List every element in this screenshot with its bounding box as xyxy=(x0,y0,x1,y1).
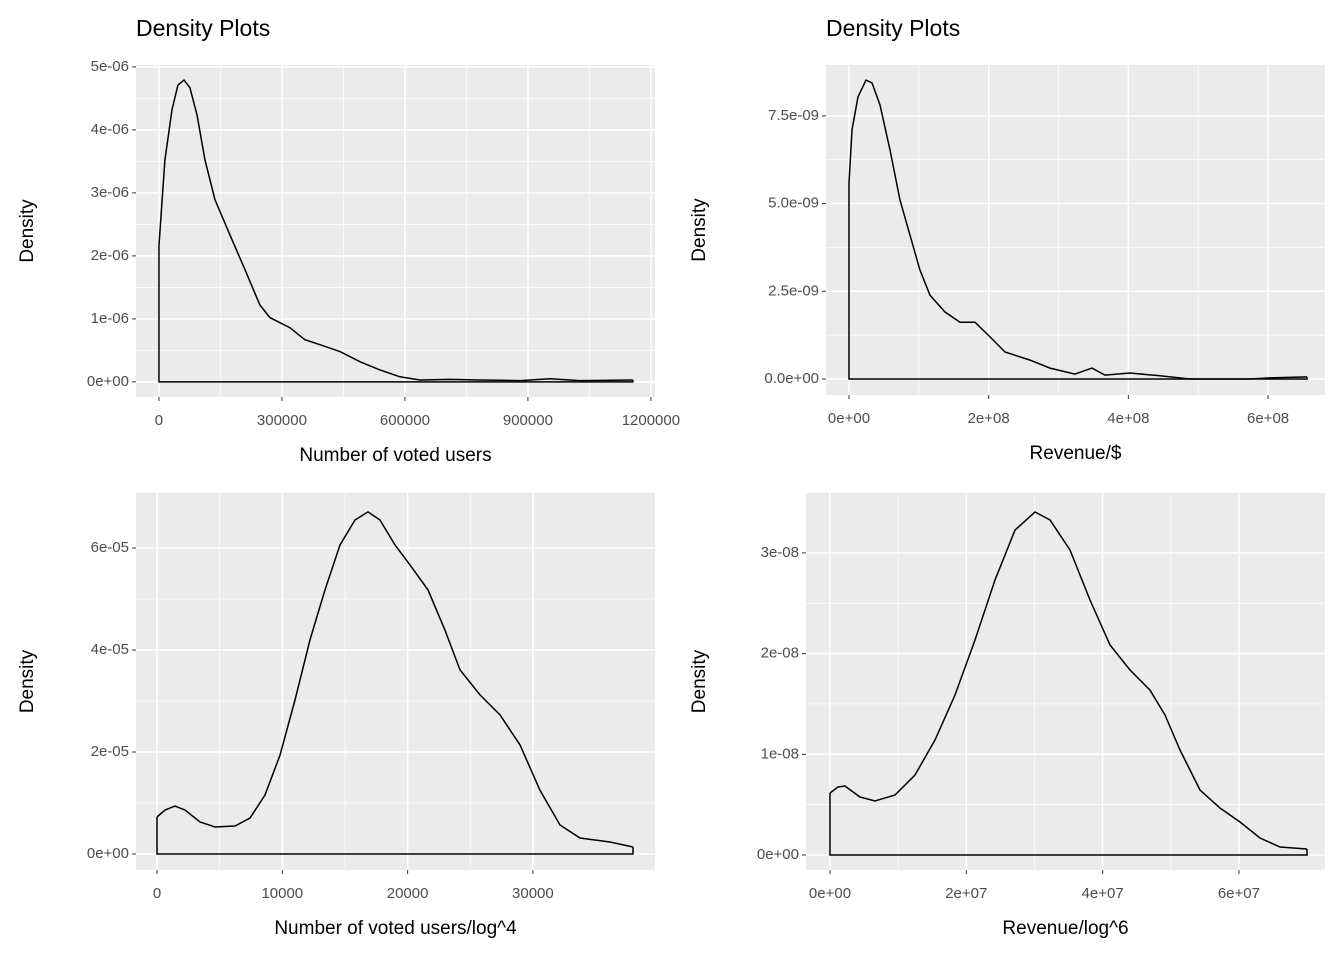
x-tick-label: 0 xyxy=(153,885,161,902)
density-baseline xyxy=(848,182,1308,380)
y-tick-label: 1e-06 xyxy=(91,310,129,327)
plot-background xyxy=(136,493,655,870)
chart-title: Density Plots xyxy=(826,15,960,41)
y-tick-label: 4e-06 xyxy=(91,121,129,138)
x-tick-label: 10000 xyxy=(261,885,303,902)
y-tick-label: 6e-05 xyxy=(91,539,129,556)
x-tick-label: 300000 xyxy=(257,412,307,429)
x-axis-label: Revenue/log^6 xyxy=(1002,918,1128,939)
y-tick-label: 1e-08 xyxy=(761,745,799,762)
y-tick-label: 0e+00 xyxy=(87,373,129,390)
density-line xyxy=(156,511,634,848)
x-tick-label: 6e+07 xyxy=(1218,885,1260,902)
x-tick-label: 0e+00 xyxy=(809,885,851,902)
density-line xyxy=(158,79,633,382)
y-tick-label: 5.0e-09 xyxy=(768,195,819,212)
x-tick-label: 30000 xyxy=(512,885,554,902)
x-axis-label: Number of voted users xyxy=(299,445,491,466)
y-tick-label: 0e+00 xyxy=(87,845,129,862)
y-tick-label: 2e-05 xyxy=(91,743,129,760)
y-tick-label: 0e+00 xyxy=(757,846,799,863)
y-tick-label: 0.0e+00 xyxy=(764,370,819,387)
y-tick-label: 2e-08 xyxy=(761,645,799,662)
density-line xyxy=(848,79,1308,380)
x-tick-label: 600000 xyxy=(380,412,430,429)
x-tick-label: 0 xyxy=(155,412,163,429)
x-tick-label: 4e+08 xyxy=(1107,410,1149,427)
plot-background xyxy=(806,493,1325,870)
y-tick-label: 3e-06 xyxy=(91,184,129,201)
y-tick-label: 5e-06 xyxy=(91,58,129,75)
x-tick-label: 2e+07 xyxy=(945,885,987,902)
y-tick-label: 7.5e-09 xyxy=(768,107,819,124)
y-axis-label: Density xyxy=(689,198,710,262)
x-axis-label: Revenue/$ xyxy=(1030,443,1122,464)
x-tick-label: 0e+00 xyxy=(828,410,870,427)
x-tick-label: 4e+07 xyxy=(1082,885,1124,902)
y-axis-label: Density xyxy=(17,199,38,263)
x-tick-label: 1200000 xyxy=(622,412,680,429)
y-axis-label: Density xyxy=(689,649,710,713)
density-baseline xyxy=(158,245,634,383)
density-line xyxy=(829,511,1308,850)
x-tick-label: 6e+08 xyxy=(1247,410,1289,427)
density-baseline xyxy=(829,792,1308,856)
y-axis-label: Density xyxy=(17,649,38,713)
y-tick-label: 3e-08 xyxy=(761,544,799,561)
x-axis-label: Number of voted users/log^4 xyxy=(274,918,517,939)
y-tick-label: 2.5e-09 xyxy=(768,282,819,299)
y-tick-label: 2e-06 xyxy=(91,247,129,264)
x-tick-label: 900000 xyxy=(503,412,553,429)
x-tick-label: 2e+08 xyxy=(968,410,1010,427)
y-tick-label: 4e-05 xyxy=(91,641,129,658)
density-baseline xyxy=(156,817,634,855)
plot-background xyxy=(136,65,655,397)
plot-background xyxy=(826,65,1325,395)
x-tick-label: 20000 xyxy=(387,885,429,902)
chart-title: Density Plots xyxy=(136,15,270,41)
